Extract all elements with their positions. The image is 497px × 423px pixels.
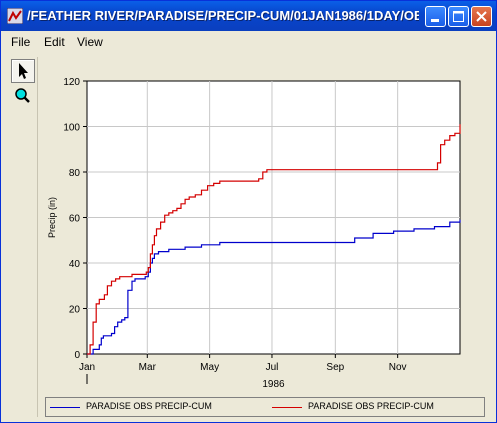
series-line-2	[87, 124, 461, 355]
y-tick-label: 60	[69, 214, 81, 225]
maximize-icon	[453, 11, 464, 22]
legend-label-1: PARADISE OBS PRECIP-CUM	[86, 401, 212, 411]
zoom-magnifier-icon	[15, 88, 30, 103]
window-title: /FEATHER RIVER/PARADISE/PRECIP-CUM/01JAN…	[27, 8, 419, 23]
legend: PARADISE OBS PRECIP-CUM PARADISE OBS PRE…	[45, 397, 485, 417]
x-tick-label: Jan	[79, 362, 95, 373]
y-axis-label: Precip (in)	[47, 197, 57, 238]
series-line-1	[87, 219, 461, 355]
x-tick-label: Jul	[266, 362, 279, 373]
x-tick-label: May	[200, 362, 219, 373]
x-tick-label: Sep	[326, 362, 344, 373]
plot-panel: 0 20 40 60 80 100 120 Jan Mar May Jul Sep Nov 1986 Pre…	[39, 57, 491, 395]
close-icon	[476, 11, 487, 22]
maximize-button[interactable]	[448, 6, 469, 27]
arrow-pointer-icon	[19, 63, 28, 79]
y-tick-label: 120	[63, 77, 80, 88]
menu-file[interactable]: File	[11, 35, 31, 49]
menu-bar: File Edit View	[1, 31, 496, 53]
x-tick-label: Mar	[139, 362, 157, 373]
title-bar[interactable]: /FEATHER RIVER/PARADISE/PRECIP-CUM/01JAN…	[1, 1, 496, 31]
close-button[interactable]	[471, 6, 492, 27]
pointer-tool-button[interactable]	[11, 59, 35, 83]
legend-swatch-1	[50, 407, 80, 408]
x-tick-label: Nov	[389, 362, 407, 373]
legend-swatch-2	[272, 407, 302, 408]
y-tick-label: 20	[69, 305, 81, 316]
legend-label-2: PARADISE OBS PRECIP-CUM	[308, 401, 434, 411]
menu-edit[interactable]: Edit	[44, 35, 65, 49]
x-axis-label: 1986	[262, 379, 285, 390]
precip-chart[interactable]: 0 20 40 60 80 100 120 Jan Mar May Jul Sep Nov 1986 Pre…	[39, 57, 491, 395]
y-tick-label: 0	[74, 350, 80, 361]
minimize-icon	[431, 19, 439, 22]
menu-view[interactable]: View	[77, 35, 103, 49]
y-tick-label: 40	[69, 259, 81, 270]
minimize-button[interactable]	[425, 6, 446, 27]
zoom-tool-button[interactable]	[11, 85, 35, 109]
y-tick-label: 100	[63, 123, 80, 134]
app-icon	[7, 8, 23, 24]
tool-palette	[9, 57, 38, 417]
y-tick-label: 80	[69, 168, 81, 179]
